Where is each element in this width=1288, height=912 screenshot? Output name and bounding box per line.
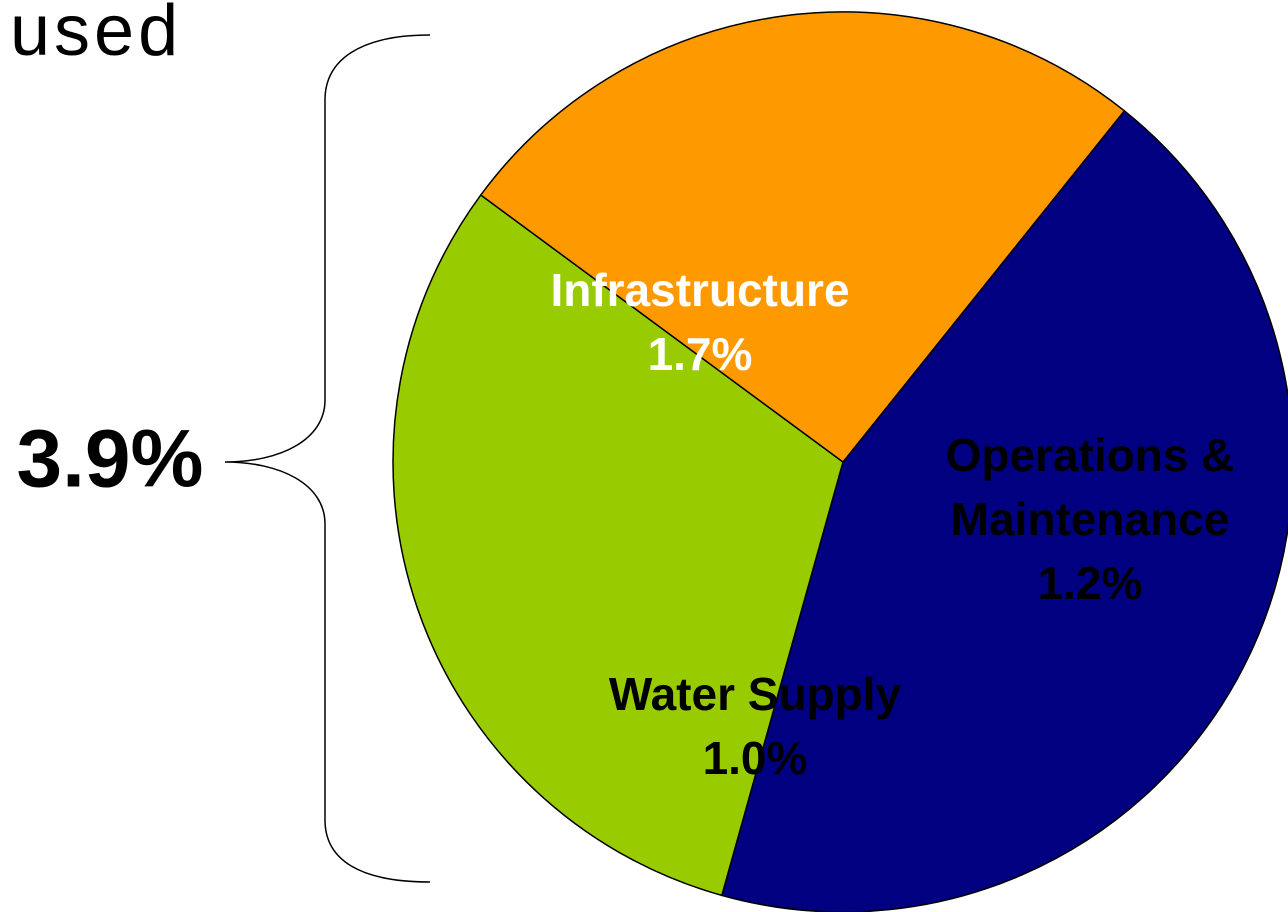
value-label: 1.7% (647, 328, 753, 380)
value-label: 1.2% (1037, 557, 1143, 609)
pie-slice (479, 11, 1126, 464)
category-label: Water Supply (608, 668, 902, 720)
total-annotation: 3.9% (17, 414, 204, 505)
chart-title: used (10, 0, 182, 71)
pie (392, 11, 1288, 912)
slice-label: Infrastructure 1.7% (500, 258, 900, 386)
category-label: Infrastructure (550, 264, 850, 316)
slice-label: Operations & Maintenance 1.2% (915, 423, 1265, 615)
pie-slice (392, 193, 844, 897)
slice-label: Water Supply 1.0% (555, 662, 955, 790)
brace (224, 34, 431, 883)
slice-label-box: Water Supply 1.0% (555, 662, 955, 790)
category-label: Operations & Maintenance (945, 429, 1235, 545)
slice-label-box: Infrastructure 1.7% (500, 258, 900, 386)
slice-label-box: Operations & Maintenance 1.2% (915, 423, 1265, 615)
value-label: 1.0% (702, 732, 808, 784)
pie-slice (720, 109, 1288, 912)
